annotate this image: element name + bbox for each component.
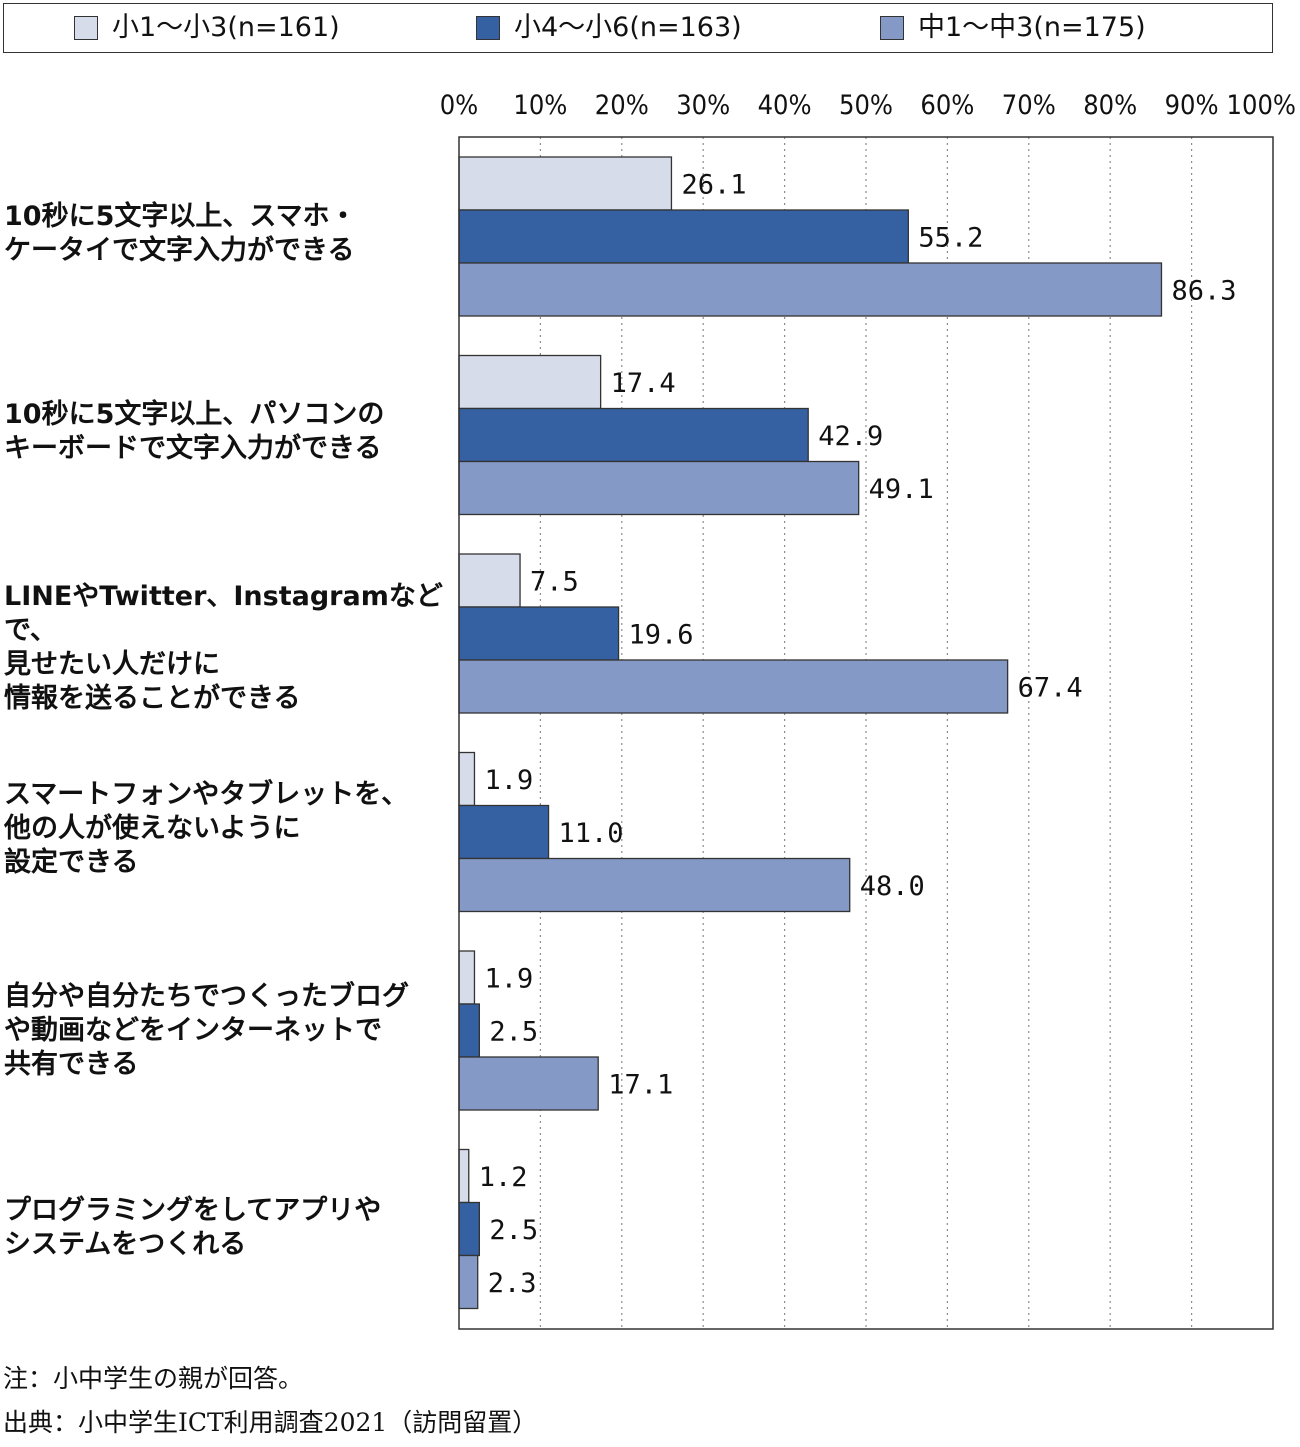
bar (458, 1201, 481, 1257)
bar-value-label: 2.3 (488, 1268, 537, 1299)
bar-value-label: 17.1 (608, 1070, 673, 1101)
legend-label-grade4-6: 小4～小6(n=163) (514, 12, 742, 43)
bar-value-label: 11.0 (559, 818, 624, 849)
bar-value-label: 19.6 (629, 620, 694, 651)
bar (458, 1003, 481, 1058)
bar (458, 804, 550, 860)
category-label-private-messaging: LINEやTwitter、Instagramなどで、 見せたい人だけに 情報を送… (4, 581, 443, 714)
bar (458, 262, 1163, 317)
bar (458, 460, 860, 516)
bar-value-label: 2.5 (489, 1215, 538, 1246)
bar (458, 354, 602, 410)
bar (458, 407, 809, 463)
bar (458, 659, 1009, 714)
bar-value-label: 1.9 (484, 765, 533, 796)
x-tick-label: 80% (1083, 90, 1137, 121)
bar-value-label: 1.2 (479, 1162, 528, 1193)
x-tick-label: 40% (758, 90, 812, 121)
bar (458, 1148, 470, 1204)
legend-item-grade4-6: 小4～小6(n=163) (476, 13, 742, 43)
x-tick-label: 50% (839, 90, 893, 121)
legend-item-grade1-3: 小1～小3(n=161) (74, 13, 340, 43)
bar-value-label: 7.5 (530, 567, 579, 598)
category-label-programming: プログラミングをしてアプリや システムをつくれる (4, 1195, 382, 1260)
x-tick-label: 30% (676, 90, 730, 121)
bar-value-label: 17.4 (611, 368, 676, 399)
category-label-device-lock: スマートフォンやタブレットを、 他の人が使えないように 設定できる (4, 779, 409, 878)
plot-frame (458, 136, 1274, 1330)
x-tick-label: 90% (1165, 90, 1219, 121)
legend-label-grade1-3: 小1～小3(n=161) (112, 12, 340, 43)
category-label-keyboard-typing: 10秒に5文字以上、パソコンの キーボードで文字入力ができる (4, 399, 385, 464)
bar-value-label: 1.9 (484, 964, 533, 995)
legend-label-junior-high: 中1～中3(n=175) (918, 12, 1146, 43)
bar (458, 553, 521, 608)
category-label-smartphone-typing: 10秒に5文字以上、スマホ・ ケータイで文字入力ができる (4, 201, 357, 266)
bar (458, 751, 476, 807)
bar (458, 209, 909, 264)
x-tick-label: 20% (595, 90, 649, 121)
chart-note: 注：小中学生の親が回答。 (3, 1364, 304, 1393)
bar-value-label: 49.1 (869, 474, 934, 505)
bar-value-label: 42.9 (818, 421, 883, 452)
bar-value-label: 86.3 (1171, 276, 1236, 307)
legend-swatch-grade4-6 (476, 16, 500, 40)
bar (458, 156, 673, 211)
legend-swatch-grade1-3 (74, 16, 98, 40)
bar (458, 1056, 599, 1111)
bar-value-label: 2.5 (489, 1017, 538, 1048)
bar-value-label: 55.2 (918, 223, 983, 254)
x-tick-label: 100% (1227, 90, 1296, 121)
x-tick-label: 10% (513, 90, 567, 121)
chart-legend: 小1～小3(n=161) 小4～小6(n=163) 中1～中3(n=175) (3, 3, 1273, 53)
x-tick-label: 0% (440, 90, 479, 121)
x-tick-label: 60% (920, 90, 974, 121)
category-label-content-sharing: 自分や自分たちでつくったブログ や動画などをインターネットで 共有できる (4, 981, 409, 1080)
legend-item-junior-high: 中1～中3(n=175) (880, 13, 1146, 43)
bar (458, 1254, 479, 1310)
bar (458, 857, 851, 913)
bar-value-label: 26.1 (681, 170, 746, 201)
bar-value-label: 67.4 (1018, 673, 1083, 704)
chart-source: 出典：小中学生ICT利用調査2021（訪問留置） (3, 1408, 538, 1437)
bar (458, 950, 476, 1005)
bar (458, 606, 620, 661)
x-tick-label: 70% (1002, 90, 1056, 121)
bar-value-label: 48.0 (860, 871, 925, 902)
legend-swatch-junior-high (880, 16, 904, 40)
